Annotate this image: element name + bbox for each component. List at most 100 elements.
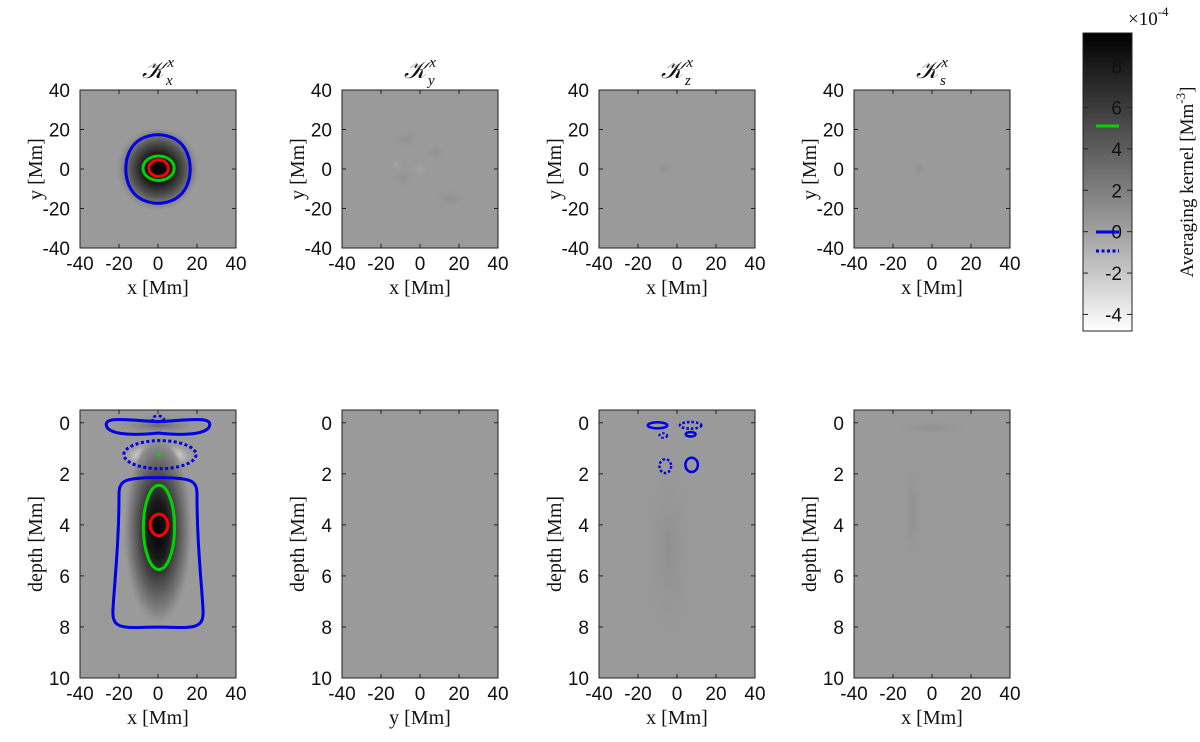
y-tick-label: 6 (833, 567, 844, 588)
y-tick-label: 0 (833, 414, 844, 435)
x-tick-label: 0 (672, 254, 683, 275)
heatmap-blob (883, 420, 981, 436)
contour-peak (148, 512, 170, 538)
x-tick-label: -40 (585, 684, 612, 705)
heatmap-top-1 (80, 90, 236, 248)
colorbar-gradient (1082, 32, 1133, 332)
panel-top-2-ylabel: y [Mm] (287, 138, 309, 200)
x-tick-label: 20 (960, 254, 981, 275)
y-tick-label: 20 (49, 121, 70, 142)
colorbar: -4-202468 ×10-4 Averaging kernel [Mm-3] (1082, 4, 1198, 332)
y-tick-label: 2 (833, 465, 844, 486)
heatmap-background (599, 90, 755, 248)
y-tick-label: 2 (578, 465, 589, 486)
panel-top-2: -40 -20 0 20 40 40 20 0 -20 -40 x [Mm] y [Mm] 𝒦 x y (287, 55, 509, 299)
y-tick-label: 40 (568, 81, 589, 102)
heatmap-blob (900, 445, 925, 579)
contour-outer (111, 476, 205, 630)
colorbar-tick-label: 8 (1111, 57, 1122, 78)
contour-small (684, 456, 700, 474)
panel-bottom-3: -40 -20 0 20 40 0 2 4 6 8 10 x [Mm] depth [Mm] (544, 409, 766, 729)
contour-outer (124, 133, 192, 205)
colorbar-tick-label: -2 (1105, 264, 1122, 285)
contour-surface (104, 417, 212, 436)
x-tick-label: 40 (744, 684, 765, 705)
kernel-peak (115, 125, 201, 213)
x-tick-label: -20 (105, 684, 132, 705)
colorbar-tick-label: 2 (1111, 181, 1122, 202)
y-tick-label: 8 (833, 618, 844, 639)
x-tick-label: 0 (927, 254, 938, 275)
y-tick-label: 20 (823, 121, 844, 142)
x-tick-label: -20 (879, 254, 906, 275)
x-tick-label: -20 (624, 684, 651, 705)
heatmap-blob (388, 169, 417, 189)
y-tick-label: -20 (562, 200, 589, 221)
y-tick-label: 20 (311, 121, 332, 142)
panel-top-1-ylabel: y [Mm] (25, 138, 47, 200)
x-tick-label: -40 (840, 684, 867, 705)
panel-bottom-2-ylabel: depth [Mm] (287, 496, 309, 592)
x-tick-label: 20 (186, 254, 207, 275)
y-tick-label: 40 (311, 81, 332, 102)
y-tick-label: 2 (321, 465, 332, 486)
x-tick-label: 0 (927, 684, 938, 705)
heatmap-bottom-1 (80, 410, 236, 678)
x-tick-label: -40 (328, 684, 355, 705)
panel-top-1-xlabel: x [Mm] (127, 277, 189, 299)
contour-small (646, 421, 669, 430)
y-tick-label: 6 (578, 567, 589, 588)
panel-bottom-3-ylabel: depth [Mm] (544, 496, 566, 592)
x-tick-label: -20 (624, 254, 651, 275)
y-tick-label: 6 (59, 567, 70, 588)
y-tick-label: 40 (823, 81, 844, 102)
y-tick-label: 0 (321, 414, 332, 435)
x-tick-label: 40 (225, 254, 246, 275)
panel-top-4-ylabel: y [Mm] (799, 138, 821, 200)
panel-bottom-1-xlabel: x [Mm] (127, 707, 189, 729)
x-tick-label: -40 (328, 254, 355, 275)
x-tick-label: -40 (66, 684, 93, 705)
x-tick-label: 20 (705, 684, 726, 705)
y-tick-label: 4 (833, 516, 844, 537)
heatmap-background (854, 90, 1010, 248)
x-tick-label: 40 (487, 684, 508, 705)
contour-mid (141, 154, 176, 182)
y-tick-label: 40 (49, 81, 70, 102)
heatmap-blob (431, 186, 467, 211)
x-tick-label: 0 (415, 254, 426, 275)
x-tick-label: 0 (672, 684, 683, 705)
x-tick-label: 0 (153, 254, 164, 275)
panel-bottom-1-ylabel: depth [Mm] (25, 496, 47, 592)
y-tick-label: 20 (568, 121, 589, 142)
x-tick-label: -40 (66, 254, 93, 275)
y-tick-label: -20 (305, 200, 332, 221)
heatmap-bottom-3 (599, 410, 755, 678)
x-tick-label: -20 (367, 684, 394, 705)
contour-small (658, 432, 669, 439)
panel-bottom-1: -40 -20 0 20 40 0 2 4 6 8 10 x [Mm] depth [Mm] (25, 409, 247, 729)
y-tick-label: 0 (833, 160, 844, 181)
contour-mid-dot (156, 452, 161, 457)
panel-top-1: -40 -20 0 20 40 40 20 0 -20 -40 x [Mm] y [Mm] 𝒦 x x (25, 55, 247, 299)
y-tick-label: -20 (817, 200, 844, 221)
contour-small (678, 420, 703, 430)
y-tick-label: 0 (578, 160, 589, 181)
heatmap-top-2 (342, 90, 498, 248)
panel-top-3-ylabel: y [Mm] (544, 138, 566, 200)
panel-bottom-4-xlabel: x [Mm] (901, 707, 963, 729)
y-tick-label: -20 (43, 200, 70, 221)
y-tick-label: 0 (59, 414, 70, 435)
colorbar-multiplier: ×10-4 (1128, 4, 1169, 30)
x-tick-label: 0 (153, 684, 164, 705)
x-tick-label: 40 (225, 684, 246, 705)
x-tick-label: -20 (879, 684, 906, 705)
colorbar-tick-label: 4 (1111, 140, 1122, 161)
panel-bottom-2-xlabel: y [Mm] (389, 707, 451, 729)
y-tick-label: 4 (578, 516, 589, 537)
panel-bottom-2: -40 -20 0 20 40 0 2 4 6 8 10 y [Mm] depth [Mm] (287, 409, 509, 729)
panel-bottom-4-ylabel: depth [Mm] (799, 496, 821, 592)
panel-top-4-xlabel: x [Mm] (901, 277, 963, 299)
y-tick-label: 10 (311, 669, 332, 690)
